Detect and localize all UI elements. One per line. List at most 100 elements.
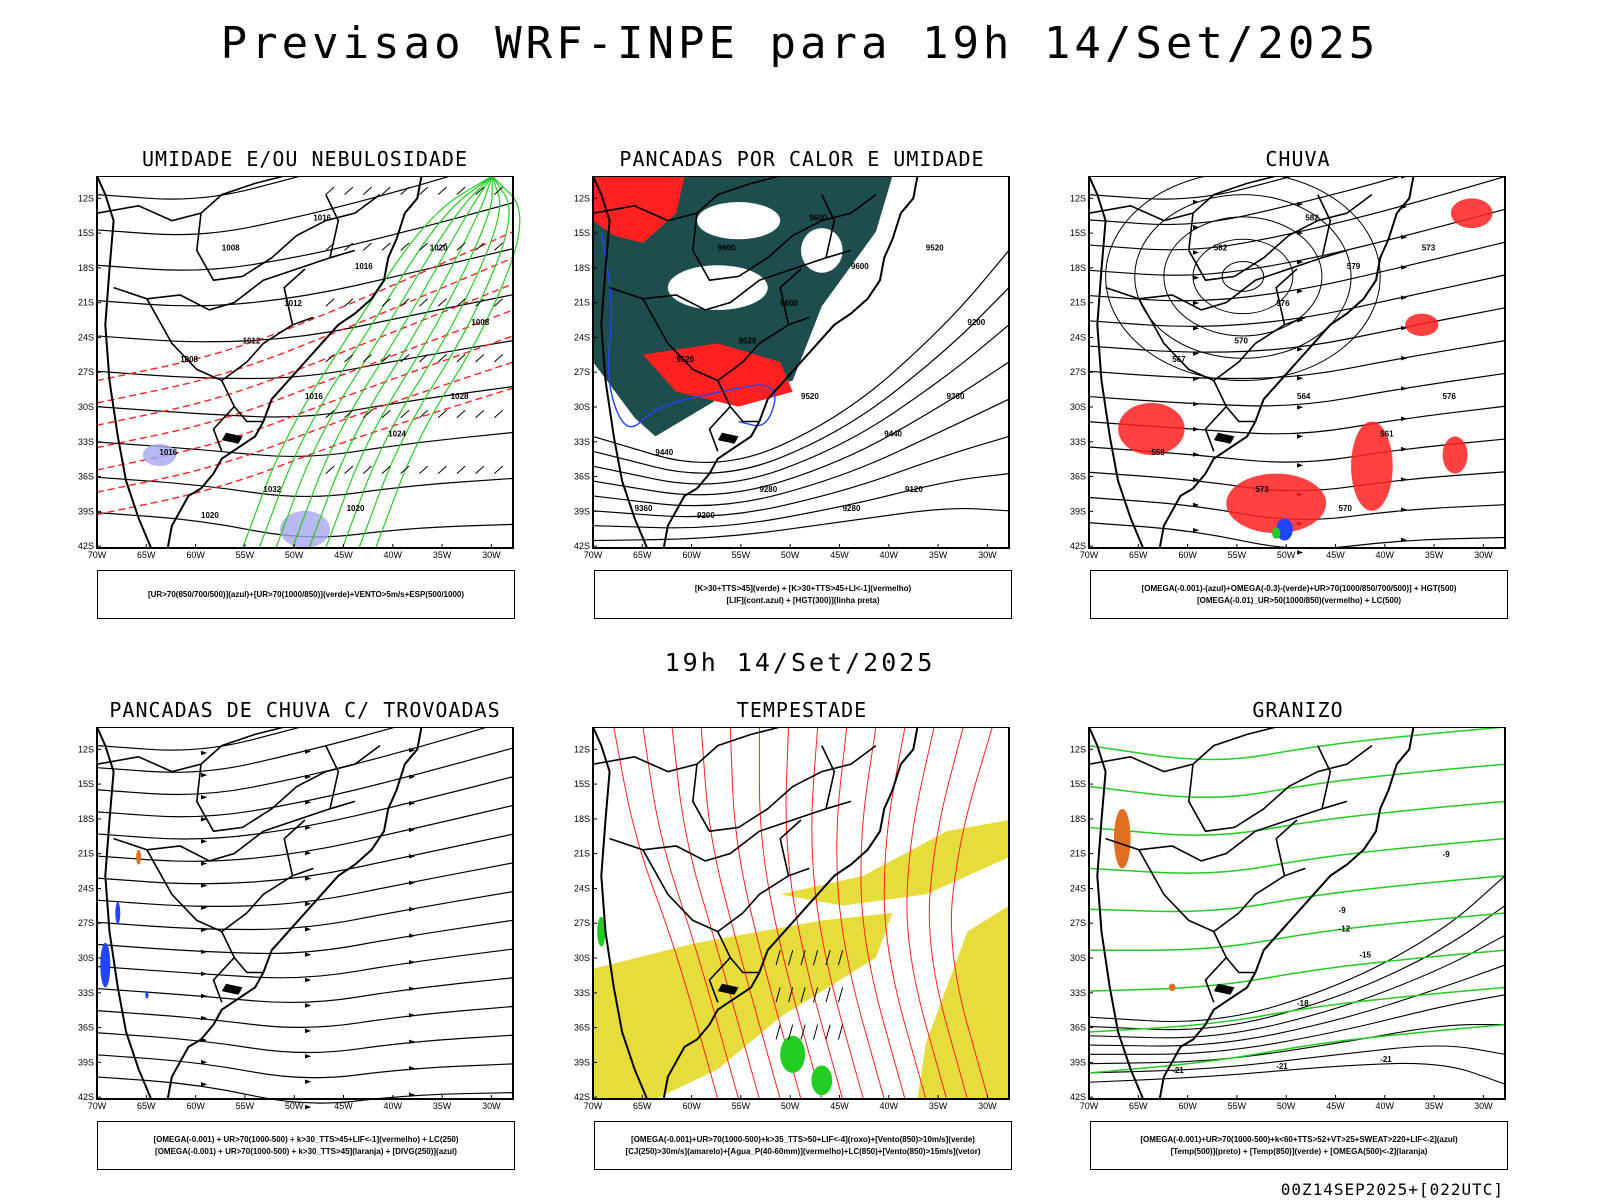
- lat-label: 33S: [574, 437, 590, 447]
- border-line-2: [1105, 800, 1348, 862]
- stream-arrow: [201, 883, 208, 888]
- stream-arrow: [409, 1039, 416, 1045]
- streamline: [96, 512, 514, 538]
- stream-arrow: [305, 850, 312, 856]
- streamline: [96, 248, 514, 307]
- lon-label: 60W: [682, 1101, 701, 1111]
- humidity-low-level-contour: [308, 176, 493, 549]
- lon-label: 55W: [732, 1101, 751, 1111]
- humidity-high-level: [280, 510, 330, 548]
- coastline-east: [662, 176, 919, 549]
- wind-vector: [493, 409, 503, 419]
- border-line-4: [1213, 931, 1256, 974]
- lon-label: 55W: [732, 550, 751, 560]
- wind-850-area: [811, 1065, 833, 1096]
- wind-vector: [381, 409, 391, 419]
- lagoon-shape: [717, 983, 739, 995]
- lon-label: 65W: [1129, 550, 1148, 560]
- map-storm: 12S 15S 18S 21S 24S 27S 30S 33S 36S 39S 42S 70W 65W 6…: [556, 727, 1026, 1127]
- stream-arrow: [201, 971, 208, 977]
- lat-label: 39S: [78, 506, 94, 516]
- lat-label: 18S: [574, 814, 590, 824]
- contour-label: 567: [1172, 355, 1186, 364]
- stream-arrow: [305, 825, 312, 830]
- stream-arrow: [409, 801, 416, 806]
- stream-arrow: [1193, 502, 1200, 508]
- lon-label: 50W: [781, 1101, 800, 1111]
- rain-area: [1118, 402, 1185, 455]
- streamline: [96, 176, 453, 236]
- lat-label: 30S: [574, 953, 590, 963]
- border-line-3: [642, 849, 810, 933]
- lat-label: 18S: [1070, 263, 1086, 273]
- lat-label: 18S: [78, 814, 94, 824]
- border-line-3: [146, 298, 314, 382]
- legend-line: [Temp(500)](preto) + [Temp(850)](verde) …: [1170, 1146, 1428, 1156]
- map-rain: 582 582 579 576 573 570 567 564 561 558 576 573 570 1…: [1052, 176, 1522, 576]
- contour-label: 570: [1339, 504, 1353, 513]
- wind-vector: [837, 950, 844, 966]
- wind-vector: [381, 354, 391, 363]
- lon-label: 35W: [433, 550, 452, 560]
- lat-label: 33S: [1070, 437, 1086, 447]
- lat-label: 30S: [1070, 953, 1086, 963]
- border-line-5: [708, 957, 731, 1003]
- streamline: [1088, 241, 1506, 302]
- wind-vector: [400, 298, 410, 307]
- lat-label: 18S: [78, 263, 94, 273]
- contour-label: 1008: [222, 243, 240, 252]
- contour-label: 582: [1214, 243, 1228, 252]
- contour-label: 9600: [851, 262, 869, 271]
- streamline: [96, 340, 514, 380]
- stream-arrow: [305, 876, 312, 881]
- wind-vector: [800, 950, 806, 966]
- contour-label: 576: [1276, 299, 1290, 308]
- stream-arrow: [305, 774, 312, 780]
- stream-arrow: [409, 986, 416, 992]
- lat-label: 42S: [1070, 1092, 1086, 1102]
- border-line-7: [325, 194, 340, 258]
- humidity-low-level-contour: [275, 176, 493, 549]
- lon-label: 40W: [880, 1101, 899, 1111]
- stream-arrow: [201, 949, 208, 955]
- lat-label: 24S: [78, 332, 94, 342]
- lon-label: 30W: [1474, 550, 1493, 560]
- lon-label: 60W: [1178, 550, 1197, 560]
- stream-arrow: [305, 977, 312, 983]
- contour-label: 1016: [355, 262, 373, 271]
- wind-vector: [788, 950, 794, 966]
- streamline: [1088, 176, 1295, 200]
- wind-vector: [475, 298, 485, 307]
- border-line-5: [708, 406, 731, 452]
- stream-arrow: [201, 1082, 208, 1087]
- stream-arrow: [409, 960, 416, 965]
- contour-label: 9520: [676, 355, 694, 364]
- streamline-850: [836, 727, 885, 1100]
- lat-label: 15S: [1070, 779, 1086, 789]
- temp-500-contour: [1088, 1024, 1505, 1065]
- wind-vector: [437, 465, 447, 474]
- temp-500-contour: [1088, 994, 1506, 1055]
- lon-label: 60W: [186, 1101, 205, 1111]
- stream-arrow: [409, 1092, 416, 1098]
- stream-arrow: [1401, 356, 1408, 361]
- stream-arrow: [201, 993, 208, 999]
- lon-label: 45W: [830, 550, 849, 560]
- wind-vector: [800, 1024, 806, 1040]
- contour-label: 1020: [430, 243, 448, 252]
- stream-arrow: [409, 774, 416, 779]
- lon-label: 30W: [1474, 1101, 1493, 1111]
- lon-label: 30W: [978, 550, 997, 560]
- panel-title-4: PANCADAS DE CHUVA C/ TROVOADAS: [109, 698, 501, 722]
- instability-strong-area: [593, 176, 685, 243]
- stream-arrow: [1401, 537, 1408, 543]
- lon-label: 35W: [929, 1101, 948, 1111]
- lon-label: 45W: [1326, 1101, 1345, 1111]
- stream-arrow: [1193, 300, 1200, 306]
- temp-850-contour: [1088, 763, 1506, 799]
- stream-arrow: [201, 794, 208, 800]
- wind-vector: [419, 298, 429, 307]
- wind-vector: [456, 354, 466, 363]
- lon-label: 35W: [1425, 1101, 1444, 1111]
- wind-vector: [381, 298, 391, 307]
